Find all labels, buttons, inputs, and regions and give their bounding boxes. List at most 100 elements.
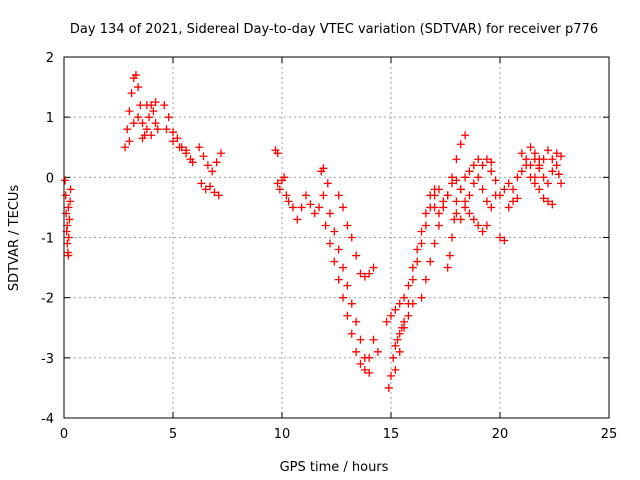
data-point xyxy=(487,203,496,212)
data-point xyxy=(543,146,552,155)
data-point xyxy=(548,200,557,209)
data-point xyxy=(339,263,348,272)
data-point xyxy=(552,161,561,170)
y-tick-label: -1 xyxy=(41,232,54,247)
data-point xyxy=(365,368,374,377)
data-point xyxy=(319,164,328,173)
data-point xyxy=(526,143,535,152)
data-point xyxy=(66,185,75,194)
data-point xyxy=(330,227,339,236)
data-point xyxy=(513,194,522,203)
data-point xyxy=(452,197,461,206)
data-point xyxy=(404,281,413,290)
data-point xyxy=(216,149,225,158)
data-point xyxy=(347,329,356,338)
data-point xyxy=(123,125,132,134)
data-point xyxy=(395,347,404,356)
data-point xyxy=(391,365,400,374)
data-point xyxy=(142,125,151,134)
data-point xyxy=(461,173,470,182)
y-tick-label: 1 xyxy=(46,111,54,126)
y-tick-label: -2 xyxy=(41,292,54,307)
data-point xyxy=(188,158,197,167)
data-point xyxy=(404,311,413,320)
data-point xyxy=(456,215,465,224)
data-point xyxy=(482,221,491,230)
data-point xyxy=(491,176,500,185)
data-point xyxy=(169,137,177,146)
x-tick-label: 5 xyxy=(169,427,177,442)
data-point xyxy=(461,131,470,140)
data-point xyxy=(430,239,439,248)
y-tick-label: -4 xyxy=(41,412,54,427)
data-point xyxy=(64,251,73,260)
data-point xyxy=(395,299,404,308)
data-point xyxy=(125,107,134,116)
data-point xyxy=(434,221,443,230)
data-point xyxy=(352,317,361,326)
data-point xyxy=(421,209,430,218)
data-point xyxy=(125,137,134,146)
data-point xyxy=(509,197,518,206)
data-point xyxy=(63,221,72,230)
data-point xyxy=(404,299,413,308)
data-point xyxy=(461,203,470,212)
data-point xyxy=(478,161,487,170)
data-point xyxy=(151,98,160,107)
data-point xyxy=(134,83,143,92)
data-point xyxy=(445,251,454,260)
y-tick-label: 0 xyxy=(46,171,54,186)
data-point xyxy=(131,71,140,80)
data-point xyxy=(64,203,73,212)
data-point xyxy=(195,143,204,152)
data-point xyxy=(210,188,219,197)
data-point xyxy=(526,161,535,170)
data-point xyxy=(448,179,457,188)
data-point xyxy=(391,305,400,314)
data-point xyxy=(339,293,348,302)
data-point xyxy=(535,185,544,194)
data-point xyxy=(500,236,509,245)
data-point xyxy=(64,233,73,242)
data-point xyxy=(360,353,369,362)
data-point xyxy=(315,203,324,212)
ticks-layer: 0 5 10 15 20 25 -4 -3 -2 -1 0 1 2 xyxy=(41,51,617,442)
data-point xyxy=(391,341,400,350)
data-point xyxy=(66,197,75,206)
data-point xyxy=(293,215,302,224)
data-point xyxy=(365,269,374,278)
data-point xyxy=(384,383,393,392)
data-point xyxy=(147,131,156,140)
data-point xyxy=(352,251,361,260)
data-point xyxy=(393,335,402,344)
data-point xyxy=(199,152,208,161)
data-point xyxy=(142,101,151,110)
data-point xyxy=(413,257,422,266)
data-point xyxy=(347,233,356,242)
data-point xyxy=(465,167,474,176)
data-point xyxy=(151,119,160,128)
data-point xyxy=(413,245,422,254)
data-point xyxy=(208,167,217,176)
data-point xyxy=(517,167,526,176)
data-point xyxy=(182,146,191,155)
data-point xyxy=(465,191,474,200)
data-point xyxy=(434,209,443,218)
data-point xyxy=(389,353,398,362)
data-point xyxy=(482,197,491,206)
data-point xyxy=(373,347,382,356)
data-point xyxy=(275,185,284,194)
data-point xyxy=(496,191,504,200)
data-point xyxy=(539,194,548,203)
data-point xyxy=(369,335,378,344)
data-point xyxy=(408,275,417,284)
data-point xyxy=(395,329,404,338)
data-point xyxy=(334,191,343,200)
data-point xyxy=(417,293,426,302)
data-point xyxy=(164,113,173,122)
plot-frame xyxy=(63,56,610,419)
data-point xyxy=(443,191,452,200)
data-point xyxy=(288,203,297,212)
data-point xyxy=(347,299,356,308)
